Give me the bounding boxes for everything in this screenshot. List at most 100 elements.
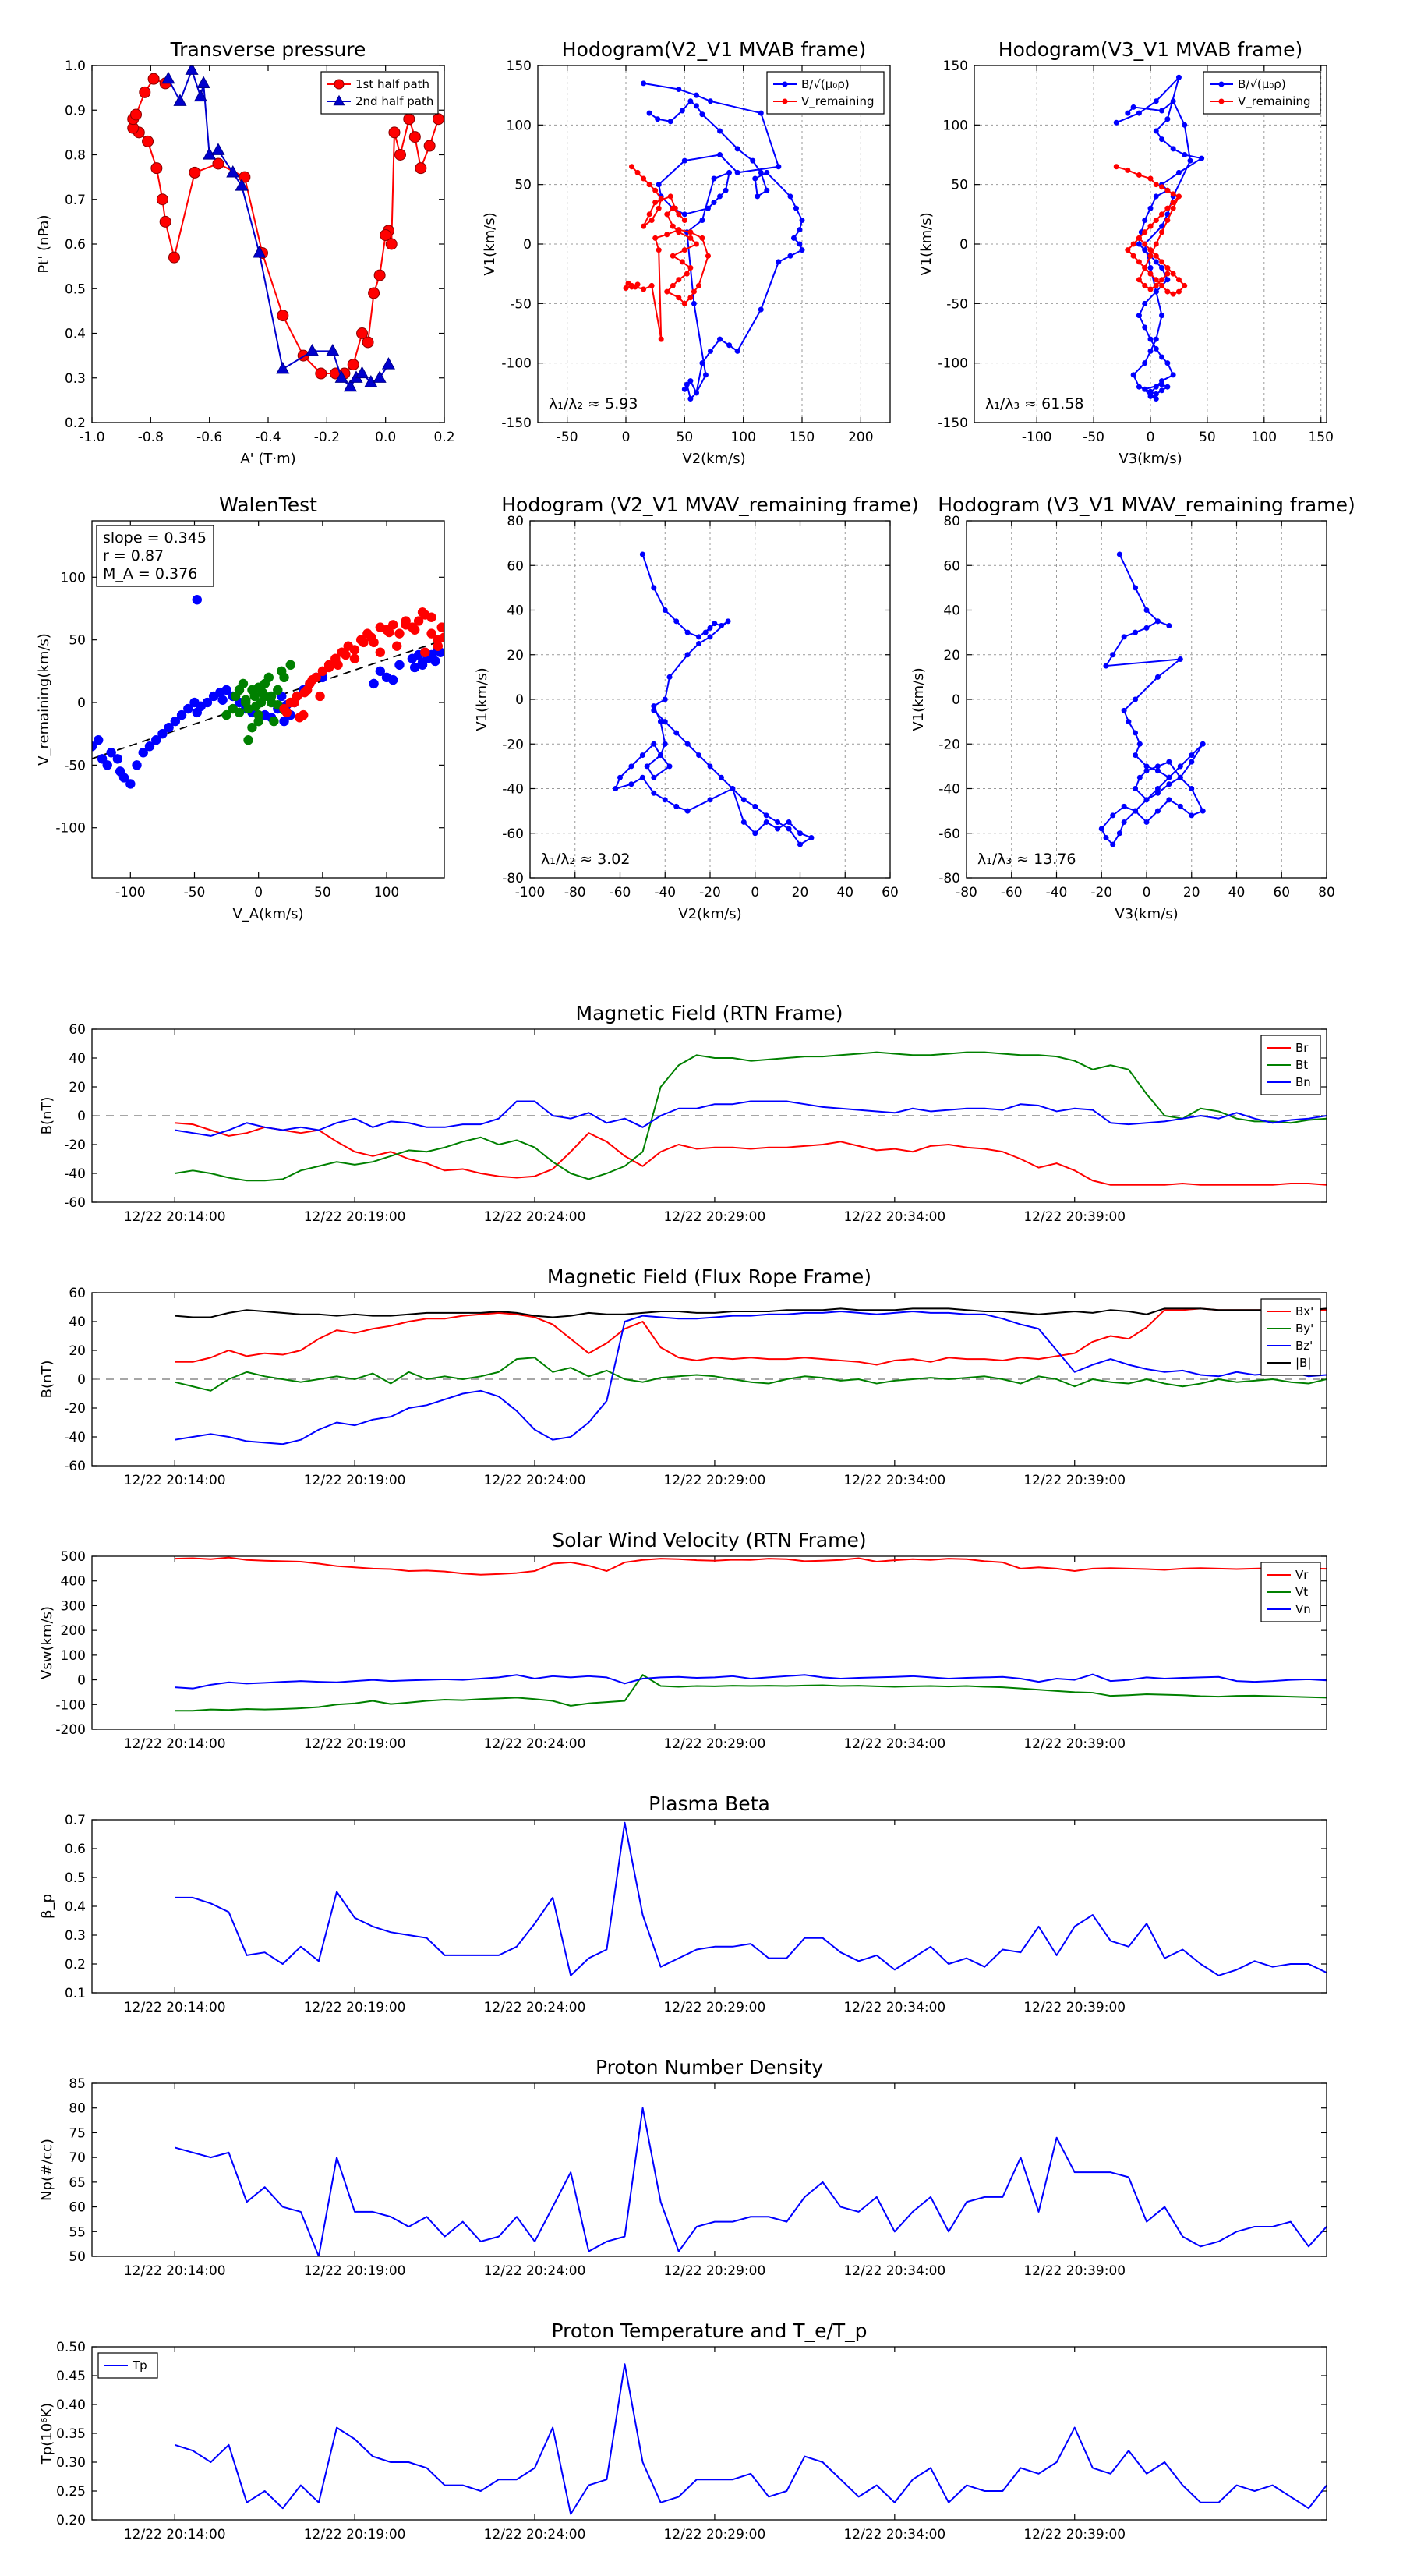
plot-frame bbox=[91, 65, 445, 423]
x-tick-label: -40 bbox=[654, 885, 676, 901]
data-point bbox=[691, 300, 697, 306]
data-point bbox=[676, 295, 682, 301]
eigenvalue-ratio: λ₁/λ₂ ≈ 3.02 bbox=[541, 851, 630, 868]
y-tick-label: 40 bbox=[943, 603, 960, 619]
y-tick-label: -20 bbox=[938, 737, 960, 752]
plot-area bbox=[623, 80, 805, 402]
legend-label: Vn bbox=[1295, 1602, 1311, 1616]
plot-frame bbox=[91, 1819, 1327, 1994]
data-point bbox=[384, 627, 394, 638]
data-point bbox=[394, 149, 406, 161]
data-point bbox=[196, 76, 210, 88]
data-point bbox=[1154, 808, 1161, 814]
data-point bbox=[699, 235, 705, 241]
chart-bf: Magnetic Field (RTN Frame) -60 -40 -20 0 20 40… bbox=[39, 1002, 1327, 1225]
data-point bbox=[391, 641, 402, 651]
series-vn bbox=[175, 1673, 1327, 1690]
data-point bbox=[1133, 786, 1139, 791]
data-point bbox=[648, 282, 655, 288]
y-tick-label: 50 bbox=[69, 2249, 86, 2265]
y-tick-label: 1.0 bbox=[65, 58, 86, 74]
chart-title: Transverse pressure bbox=[170, 38, 366, 61]
data-point bbox=[1154, 790, 1161, 796]
data-point bbox=[238, 678, 249, 689]
data-point bbox=[106, 748, 116, 758]
chart-title: Hodogram(V2_V1 MVAB frame) bbox=[562, 38, 866, 61]
data-point bbox=[417, 607, 428, 617]
data-point bbox=[1166, 623, 1172, 629]
data-point bbox=[1153, 241, 1159, 247]
y-tick-label: -40 bbox=[938, 782, 960, 798]
data-point bbox=[1170, 372, 1176, 378]
data-point bbox=[651, 585, 657, 591]
data-point bbox=[1170, 271, 1176, 277]
y-tick-label: 60 bbox=[69, 1286, 86, 1301]
x-tick-label: 100 bbox=[1252, 430, 1277, 445]
data-point bbox=[684, 381, 690, 387]
data-point bbox=[1130, 253, 1136, 259]
data-point bbox=[625, 280, 631, 286]
y-tick-label: -100 bbox=[55, 821, 86, 837]
data-point bbox=[118, 773, 129, 783]
data-point bbox=[1143, 763, 1150, 770]
data-point bbox=[702, 629, 709, 635]
x-tick-label: 0.2 bbox=[433, 430, 454, 445]
data-point bbox=[699, 111, 705, 118]
data-point bbox=[641, 286, 647, 292]
x-tick-label: 12/22 20:24:00 bbox=[484, 1473, 586, 1488]
series-line bbox=[132, 78, 440, 375]
data-point bbox=[786, 826, 792, 832]
series-line bbox=[175, 1673, 1327, 1690]
x-tick-label: 12/22 20:29:00 bbox=[664, 2527, 766, 2542]
data-point bbox=[202, 697, 213, 708]
data-point bbox=[684, 808, 691, 814]
data-point bbox=[226, 165, 240, 178]
y-tick-label: 85 bbox=[69, 2076, 86, 2092]
data-point bbox=[651, 790, 657, 796]
data-point bbox=[712, 621, 718, 627]
y-tick-label: 0.6 bbox=[65, 237, 86, 253]
y-tick-label: 0.5 bbox=[65, 281, 86, 297]
data-point bbox=[629, 164, 635, 170]
data-point bbox=[1153, 259, 1159, 265]
y-tick-label: 80 bbox=[69, 2101, 86, 2117]
series-p bbox=[175, 1821, 1327, 1976]
y-tick-label: -20 bbox=[64, 1401, 86, 1417]
series-bx bbox=[175, 1307, 1327, 1366]
data-point bbox=[1147, 253, 1154, 259]
data-point bbox=[426, 612, 436, 622]
y-tick-label: -40 bbox=[502, 782, 524, 798]
legend-label: V_remaining bbox=[801, 94, 875, 109]
data-point bbox=[787, 193, 793, 200]
data-point bbox=[681, 247, 687, 253]
data-point bbox=[723, 187, 729, 193]
plot-frame bbox=[529, 520, 891, 879]
y-tick-label: -40 bbox=[64, 1166, 86, 1182]
series-by bbox=[174, 1357, 1327, 1392]
data-point bbox=[430, 656, 440, 667]
data-point bbox=[408, 131, 421, 143]
data-point bbox=[150, 162, 163, 175]
y-tick-label: 80 bbox=[943, 514, 960, 529]
y-axis-label: B(nT) bbox=[39, 1097, 55, 1135]
x-tick-label: 12/22 20:19:00 bbox=[304, 1736, 406, 1752]
data-point bbox=[299, 687, 310, 698]
x-tick-label: 12/22 20:34:00 bbox=[843, 1209, 945, 1225]
chart-title: Proton Temperature and T_e/T_p bbox=[551, 2319, 867, 2342]
data-point bbox=[1153, 182, 1159, 188]
chart-h21: Hodogram(V2_V1 MVAB frame) -150 -100 -50 0 50… bbox=[482, 38, 891, 467]
data-point bbox=[221, 709, 231, 720]
plot-area bbox=[613, 551, 815, 847]
y-tick-label: 0 bbox=[515, 692, 524, 708]
data-point bbox=[1166, 797, 1172, 803]
data-point bbox=[758, 110, 764, 116]
y-tick-label: 0.8 bbox=[65, 148, 86, 164]
series-tp bbox=[174, 2363, 1327, 2515]
legend-marker bbox=[782, 81, 788, 87]
data-point bbox=[1136, 241, 1142, 247]
data-point bbox=[385, 238, 398, 250]
plot-area bbox=[1098, 551, 1206, 847]
eigenvalue-ratio: λ₁/λ₂ ≈ 5.93 bbox=[549, 395, 638, 412]
data-point bbox=[657, 719, 663, 725]
x-tick-label: 12/22 20:29:00 bbox=[664, 1209, 766, 1225]
